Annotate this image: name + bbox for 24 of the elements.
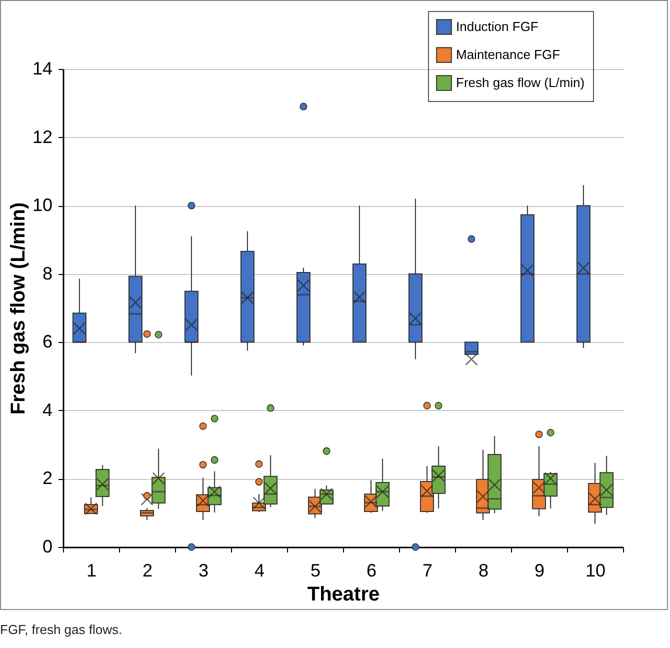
x-tick-label: 6	[366, 560, 377, 580]
y-tick-label: 12	[32, 126, 52, 147]
legend-label: Maintenance FGF	[456, 47, 560, 62]
text: FGF, fresh gas flows.	[0, 622, 122, 637]
x-tick-label: 1	[86, 560, 97, 580]
x-tick-label: 9	[534, 560, 545, 580]
legend-label: Induction FGF	[456, 19, 538, 34]
x-tick-label: 10	[585, 560, 606, 580]
legend-label: Fresh gas flow (L/min)	[456, 75, 585, 90]
y-tick-label: 0	[42, 536, 52, 556]
y-axis-title: Fresh gas flow (L/min)	[7, 202, 30, 415]
y-tick-label: 14	[32, 58, 52, 78]
x-tick-label: 4	[254, 560, 265, 580]
x-tick-label: 3	[198, 560, 209, 580]
x-tick-label: 8	[478, 560, 489, 580]
y-tick-label: 8	[42, 263, 52, 284]
x-tick-label: 7	[422, 560, 433, 580]
y-tick-label: 10	[32, 195, 52, 216]
x-tick-label: 2	[142, 560, 153, 580]
y-tick-label: 4	[42, 400, 52, 420]
y-tick-label: 2	[42, 468, 52, 488]
x-axis-title: Theatre	[307, 584, 380, 606]
x-tick-label: 5	[310, 560, 321, 580]
y-tick-label: 6	[42, 332, 52, 352]
